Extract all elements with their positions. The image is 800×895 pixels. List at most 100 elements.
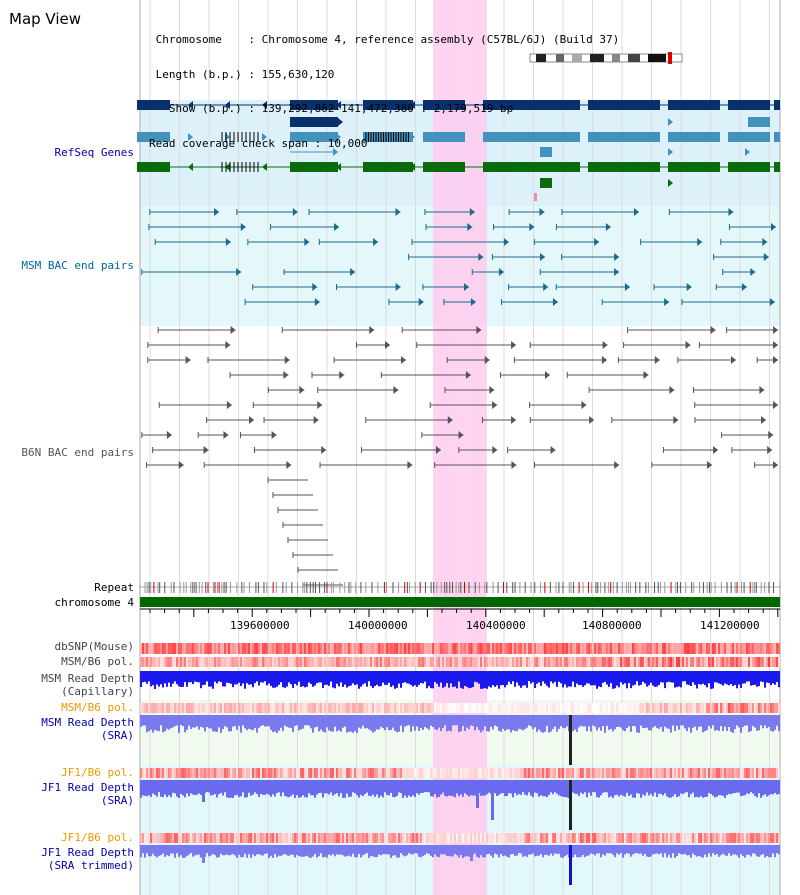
depth-bar <box>600 845 602 858</box>
heat-cell <box>292 768 294 778</box>
heat-cell <box>148 768 150 778</box>
depth-bar <box>758 845 760 857</box>
depth-bar <box>650 715 652 731</box>
msm-depth-cap-label-1: MSM Read Depth <box>41 672 134 685</box>
depth-bar <box>522 715 524 731</box>
depth-bar <box>236 715 238 730</box>
depth-bar <box>222 715 224 730</box>
refseq-genes-label[interactable]: RefSeq Genes <box>54 146 134 159</box>
heat-cell <box>204 657 206 667</box>
heat-cell <box>246 643 248 654</box>
heat-cell <box>434 643 436 654</box>
depth-bar <box>684 715 686 729</box>
depth-bar <box>334 780 336 795</box>
heat-cell <box>762 768 764 778</box>
heat-cell <box>184 657 186 667</box>
depth-bar <box>740 845 742 855</box>
heat-cell <box>172 703 174 713</box>
heat-cell <box>760 643 762 654</box>
heat-cell <box>504 833 506 843</box>
heat-cell <box>332 657 334 667</box>
heat-cell <box>270 768 272 778</box>
heat-cell <box>760 768 762 778</box>
heat-cell <box>302 768 304 778</box>
heat-cell <box>656 657 658 667</box>
heat-cell <box>254 768 256 778</box>
heat-cell <box>318 657 320 667</box>
depth-bar <box>674 780 676 795</box>
heat-cell <box>776 768 778 778</box>
heat-cell <box>714 657 716 667</box>
heat-cell <box>636 657 638 667</box>
heat-cell <box>546 643 548 654</box>
depth-bar <box>612 845 614 855</box>
depth-bar <box>748 715 750 732</box>
heat-cell <box>176 768 178 778</box>
bac-end-arrow <box>773 356 778 364</box>
depth-bar <box>528 671 530 682</box>
heat-cell <box>182 703 184 713</box>
heat-cell <box>674 833 676 843</box>
depth-bar <box>510 671 512 685</box>
heat-cell <box>208 657 210 667</box>
depth-bar <box>572 780 574 793</box>
depth-bar <box>504 845 506 856</box>
heat-cell <box>558 768 560 778</box>
heat-cell <box>144 643 146 654</box>
heat-cell <box>718 657 720 667</box>
heat-cell <box>764 703 766 713</box>
heat-cell <box>406 768 408 778</box>
depth-bar <box>228 715 230 732</box>
depth-bar <box>286 671 288 687</box>
depth-bar <box>688 671 690 685</box>
depth-bar <box>720 715 722 726</box>
depth-bar <box>182 780 184 796</box>
heat-cell <box>176 703 178 713</box>
heat-cell <box>756 703 758 713</box>
heat-cell <box>298 768 300 778</box>
bac-end-arrow <box>503 238 509 246</box>
axis-tick-label: 140000000 <box>348 619 408 632</box>
heat-cell <box>682 703 684 713</box>
depth-bar <box>666 845 668 858</box>
heat-cell <box>692 703 694 713</box>
depth-bar <box>464 780 466 794</box>
heat-cell <box>410 703 412 713</box>
heat-cell <box>414 657 416 667</box>
depth-bar <box>732 845 734 855</box>
depth-bar <box>312 780 314 796</box>
heat-cell <box>314 657 316 667</box>
msm-bac-label[interactable]: MSM BAC end pairs <box>21 259 134 272</box>
depth-bar <box>618 715 620 727</box>
heat-cell <box>694 833 696 843</box>
depth-bar <box>224 845 226 856</box>
depth-bar <box>650 671 652 683</box>
depth-bar <box>540 845 542 855</box>
heat-cell <box>526 703 528 713</box>
depth-bar <box>362 671 364 685</box>
heat-cell <box>564 833 566 843</box>
highlight-region <box>433 0 487 895</box>
heat-cell <box>328 703 330 713</box>
heat-cell <box>266 643 268 654</box>
heat-cell <box>680 643 682 654</box>
heat-cell <box>562 768 564 778</box>
depth-bar <box>736 780 738 793</box>
depth-bar <box>438 845 440 858</box>
heat-cell <box>336 657 338 667</box>
heat-cell <box>406 703 408 713</box>
gene-arrow <box>447 101 452 109</box>
heat-cell <box>392 833 394 843</box>
b6n-bac-label[interactable]: B6N BAC end pairs <box>21 446 134 459</box>
depth-bar <box>480 780 482 796</box>
depth-bar <box>300 671 302 687</box>
heat-cell <box>620 703 622 713</box>
depth-bar <box>726 671 728 685</box>
depth-bar <box>742 715 744 728</box>
depth-bar <box>272 671 274 688</box>
heat-cell <box>776 703 778 713</box>
depth-bar <box>214 845 216 856</box>
heat-cell <box>700 768 702 778</box>
heat-cell <box>670 833 672 843</box>
heat-cell <box>676 768 678 778</box>
